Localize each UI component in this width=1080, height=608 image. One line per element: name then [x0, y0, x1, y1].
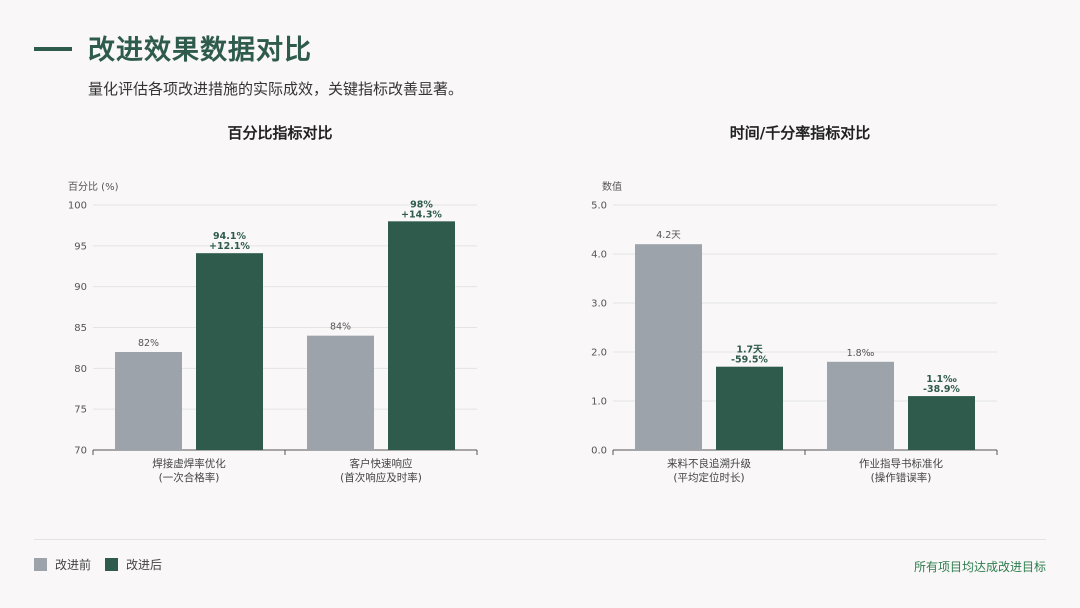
chart1-y-tick-label: 85: [74, 323, 87, 334]
legend: 改进前 改进后: [34, 556, 176, 573]
page-subtitle: 量化评估各项改进措施的实际成效，关键指标改善显著。: [88, 80, 464, 98]
chart1-category-label: 焊接虚焊率优化: [152, 457, 226, 470]
chart1-category-label: 客户快速响应: [350, 457, 413, 470]
chart1-data-label-before: 84%: [330, 322, 351, 333]
title-accent-bar: [34, 47, 72, 51]
footer-divider: [34, 539, 1046, 540]
chart2-data-label-after: 1.7天: [736, 345, 763, 356]
chart1-bar-after: [196, 253, 263, 450]
chart1-y-tick-label: 70: [74, 446, 87, 457]
chart1-category-sublabel: (一次合格率): [159, 471, 220, 484]
legend-item-before: 改进前: [34, 556, 91, 573]
chart1-bar-before: [307, 335, 374, 450]
chart2-bar-after: [716, 366, 783, 450]
legend-label-before: 改进前: [55, 558, 92, 572]
chart1-y-tick-label: 80: [74, 364, 87, 375]
chart2-data-label-before: 1.8‰: [847, 348, 875, 359]
legend-swatch-before: [34, 558, 47, 571]
chart2-y-tick-label: 5.0: [591, 201, 607, 212]
footer-note: 所有项目均达成改进目标: [913, 560, 1046, 574]
chart1-y-tick-label: 90: [74, 282, 87, 293]
chart-title-percentage: 百分比指标对比: [227, 124, 333, 142]
chart1-data-label-after: 98%: [410, 199, 433, 210]
chart2-category-label: 来料不良追溯升级: [667, 457, 751, 470]
chart2-y-tick-label: 0.0: [591, 446, 607, 457]
chart1-category-sublabel: (首次响应及时率): [340, 471, 422, 484]
chart2-category-sublabel: (操作错误率): [871, 471, 932, 484]
chart1-y-tick-label: 95: [74, 241, 87, 252]
chart2-category-sublabel: (平均定位时长): [673, 471, 744, 484]
chart2-y-tick-label: 3.0: [591, 299, 607, 310]
chart1-bar-after: [388, 221, 455, 450]
chart1-data-label-after: 94.1%: [213, 231, 246, 242]
chart2-change-label: -38.9%: [923, 384, 960, 395]
charts-canvas: 百分比 (%) 70 75 80 85 90 95 100 82% 94.1%+12.1% 焊接虚焊…: [68, 180, 998, 484]
legend-label-after: 改进后: [126, 558, 163, 572]
chart1-bar-before: [115, 352, 182, 450]
chart1-data-label-before: 82%: [138, 338, 159, 349]
chart2-category-label: 作业指导书标准化: [859, 457, 943, 470]
chart2-y-tick-label: 2.0: [591, 348, 607, 359]
chart2-data-label-after: 1.1‰: [926, 374, 957, 385]
legend-swatch-after: [105, 558, 119, 571]
chart2-bar-before: [635, 244, 702, 450]
chart1-y-axis-label: 百分比 (%): [68, 181, 119, 193]
chart1-change-label: +12.1%: [209, 241, 250, 252]
chart2-y-axis-label: 数值: [602, 180, 622, 193]
legend-item-after: 改进后: [105, 556, 162, 573]
chart2-data-label-before: 4.2天: [656, 230, 681, 241]
page-title: 改进效果数据对比: [88, 35, 312, 66]
chart2-y-tick-label: 1.0: [591, 397, 607, 408]
chart1-change-label: +14.3%: [401, 209, 442, 220]
chart-title-time: 时间/千分率指标对比: [729, 124, 871, 142]
chart2-y-tick-label: 4.0: [591, 250, 607, 261]
chart1-y-tick-label: 100: [68, 201, 87, 212]
chart2-bar-before: [827, 361, 894, 450]
chart2-bar-after: [908, 396, 975, 450]
chart2-change-label: -59.5%: [731, 355, 768, 366]
chart1-y-tick-label: 75: [74, 405, 87, 416]
